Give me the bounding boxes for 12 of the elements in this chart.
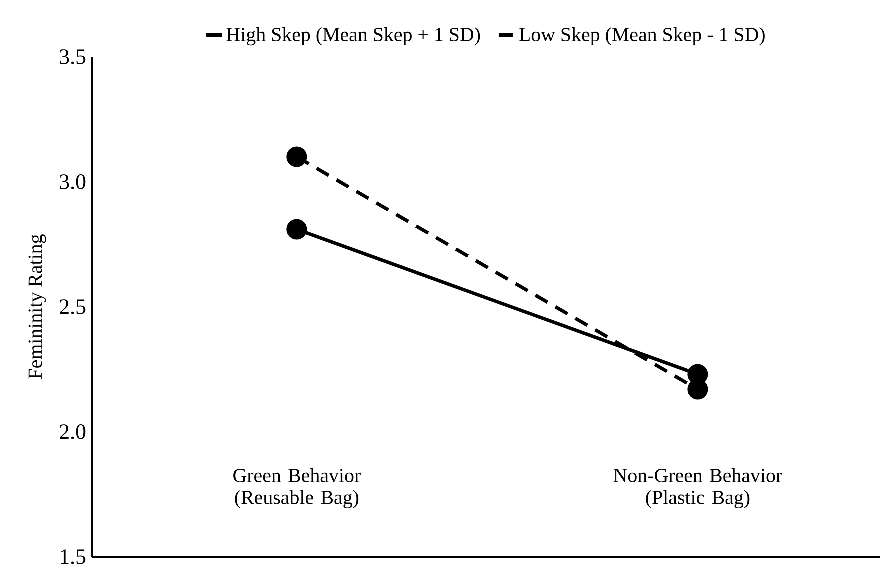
- point: [286, 219, 308, 240]
- y-axis-title: Femininity Rating: [28, 234, 46, 380]
- x-tick-label: Green Behavior (Reusable Bag): [234, 468, 361, 508]
- y-tick-label: 2.5: [60, 300, 86, 314]
- y-tick-label: 3.5: [60, 50, 86, 64]
- legend-label: High Skep (Mean Skep + 1 SD): [226, 27, 480, 46]
- x-tick-label: Non-Green Behavior (Plastic Bag): [614, 468, 782, 508]
- point: [286, 146, 308, 168]
- legend-label: Low Skep (Mean Skep - 1 SD): [520, 27, 765, 46]
- y-tick-label: 2.0: [60, 424, 86, 440]
- y-tick-label: 1.5: [61, 550, 86, 564]
- y-tick-label: 3.0: [60, 174, 86, 190]
